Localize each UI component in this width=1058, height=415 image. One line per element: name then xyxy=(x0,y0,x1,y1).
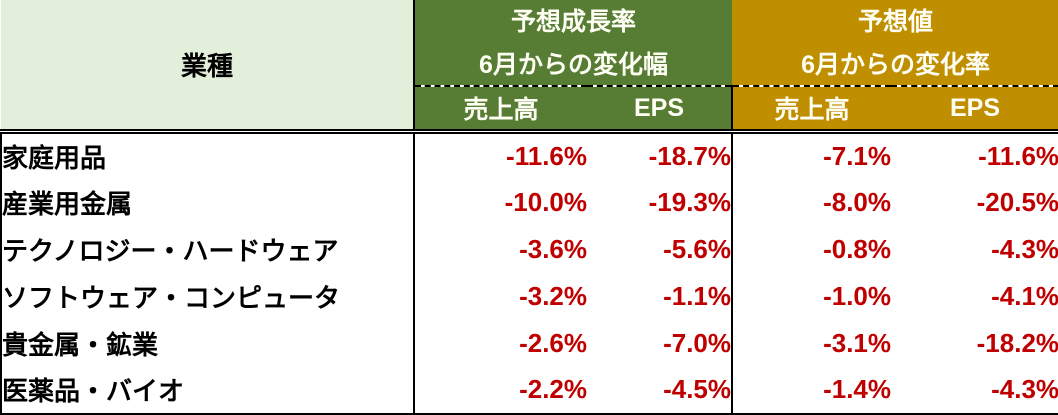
table-row: ソフトウェア・コンピュータ -3.2% -1.1% -1.0% -4.1% xyxy=(0,272,1058,320)
group-header-forecast-value: 予想値 xyxy=(732,0,1058,40)
value-cell: -5.6% xyxy=(587,225,734,273)
value-cell: -7.1% xyxy=(732,131,892,179)
table-row: 家庭用品 -11.6% -18.7% -7.1% -11.6% xyxy=(0,131,1058,179)
value-cell: -2.2% xyxy=(414,366,587,415)
value-cell: -8.0% xyxy=(732,178,892,226)
column-header-forecast-sales: 売上高 xyxy=(732,86,892,134)
value-cell: -18.2% xyxy=(891,319,1058,367)
value-cell: -1.0% xyxy=(732,272,892,320)
industry-label: 産業用金属 xyxy=(0,178,415,226)
column-header-growth-sales: 売上高 xyxy=(414,86,587,134)
value-cell: -18.7% xyxy=(587,131,734,179)
column-header-forecast-eps: EPS xyxy=(891,86,1058,134)
value-cell: -4.5% xyxy=(587,366,734,415)
header-row-group-titles: 業種 予想成長率 予想値 xyxy=(1,0,1058,134)
table-row: 医薬品・バイオ -2.2% -4.5% -1.4% -4.3% xyxy=(0,366,1058,415)
value-cell: -4.1% xyxy=(891,272,1058,320)
industry-label: ソフトウェア・コンピュータ xyxy=(0,272,415,320)
value-cell: -20.5% xyxy=(891,178,1058,226)
table-row: テクノロジー・ハードウェア -3.6% -5.6% -0.8% -4.3% xyxy=(0,225,1058,273)
value-cell: -3.6% xyxy=(414,225,587,273)
industry-label: 貴金属・鉱業 xyxy=(0,319,415,367)
value-cell: -11.6% xyxy=(891,131,1058,179)
group-header-growth-rate: 予想成長率 xyxy=(414,0,733,40)
industry-label: 医薬品・バイオ xyxy=(0,366,415,415)
header-row-column-labels: 売上高 EPS 売上高 EPS xyxy=(1,86,1058,134)
value-cell: -11.6% xyxy=(414,131,587,179)
value-cell: -4.3% xyxy=(891,366,1058,415)
value-cell: -0.8% xyxy=(732,225,892,273)
table-row: 産業用金属 -10.0% -19.3% -8.0% -20.5% xyxy=(0,178,1058,226)
value-cell: -1.4% xyxy=(732,366,892,415)
table-row: 貴金属・鉱業 -2.6% -7.0% -3.1% -18.2% xyxy=(0,319,1058,367)
value-cell: -4.3% xyxy=(891,225,1058,273)
industry-column-header: 業種 xyxy=(1,0,415,134)
value-cell: -3.2% xyxy=(414,272,587,320)
value-cell: -2.6% xyxy=(414,319,587,367)
value-cell: -19.3% xyxy=(587,178,734,226)
value-cell: -10.0% xyxy=(414,178,587,226)
value-cell: -1.1% xyxy=(587,272,734,320)
industry-label: 家庭用品 xyxy=(0,131,415,179)
subtitle-change-from-june-rate: 6月からの変化率 xyxy=(732,40,1058,87)
column-header-growth-eps: EPS xyxy=(587,86,734,134)
industry-label: テクノロジー・ハードウェア xyxy=(0,225,415,273)
header-row-group-subtitles: 6月からの変化幅 6月からの変化率 xyxy=(1,40,1058,87)
value-cell: -7.0% xyxy=(587,319,734,367)
value-cell: -3.1% xyxy=(732,319,892,367)
subtitle-change-from-june-width: 6月からの変化幅 xyxy=(414,40,733,87)
